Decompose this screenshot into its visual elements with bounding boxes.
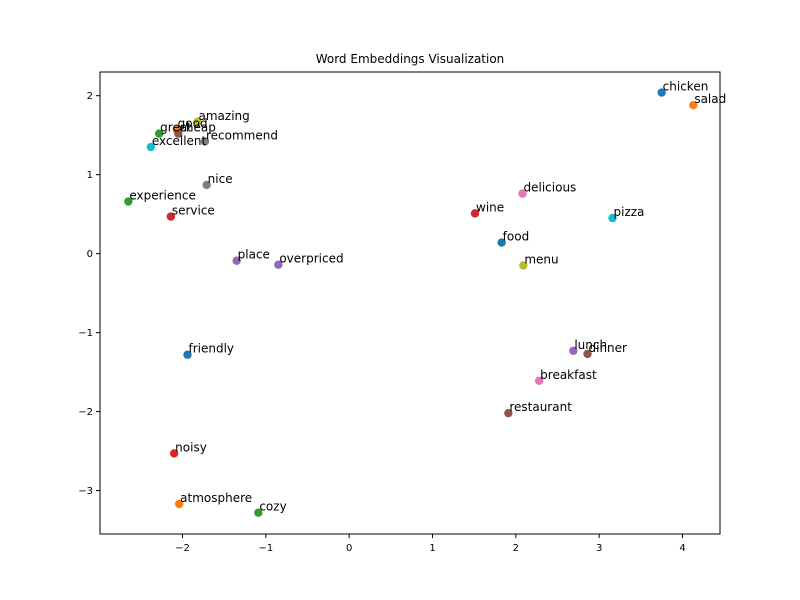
point-label: amazing [199, 109, 250, 123]
data-point [124, 197, 133, 206]
point-label: pizza [614, 205, 645, 219]
data-point [154, 129, 164, 138]
data-point [504, 408, 513, 418]
point-label: excellent [152, 134, 207, 148]
data-point [183, 350, 192, 359]
point-label: overpriced [279, 252, 343, 266]
point-label: service [172, 204, 215, 218]
data-point [497, 238, 506, 247]
y-tick-label: 0 [87, 249, 93, 260]
data-point [519, 261, 528, 270]
point-label: recommend [206, 128, 278, 142]
point-label: nice [208, 172, 233, 186]
data-point [200, 137, 210, 146]
point-label: atmosphere [180, 491, 252, 505]
data-point [166, 212, 176, 221]
x-tick-label: 3 [596, 543, 602, 554]
data-point [174, 499, 184, 509]
x-tick-label: 4 [679, 543, 685, 554]
data-point [254, 508, 263, 517]
y-tick-label: 2 [87, 91, 93, 102]
x-tick-label: 1 [429, 543, 435, 554]
x-tick-label: −1 [258, 543, 273, 554]
y-tick-label: −3 [78, 486, 93, 497]
point-label: delicious [524, 181, 577, 195]
data-point [583, 349, 592, 359]
data-point [232, 256, 241, 265]
data-point [202, 180, 211, 190]
chart-title: Word Embeddings Visualization [316, 52, 505, 66]
data-point [193, 117, 202, 126]
x-tick-label: 2 [513, 543, 519, 554]
data-point [274, 260, 283, 269]
point-label: breakfast [540, 368, 597, 382]
point-label: good [178, 117, 208, 131]
y-tick-label: −2 [78, 407, 93, 418]
point-label: great [160, 121, 192, 135]
point-label: cheap [179, 121, 216, 135]
axes-frame [99, 71, 721, 535]
point-label: friendly [189, 342, 235, 356]
y-tick-label: −1 [78, 328, 93, 339]
x-tick-label: 0 [346, 543, 352, 554]
data-point [470, 209, 480, 218]
point-label: lunch [574, 338, 607, 352]
point-label: chicken [663, 80, 709, 94]
data-point [534, 376, 544, 385]
x-tick-label: −2 [175, 543, 190, 554]
data-point [569, 346, 578, 355]
point-label: experience [129, 189, 196, 203]
data-point [608, 213, 617, 223]
data-point [169, 449, 179, 458]
point-label: cozy [259, 500, 286, 514]
point-label: menu [524, 252, 558, 266]
point-label: restaurant [509, 400, 572, 414]
data-point [518, 189, 527, 198]
point-label: food [503, 230, 530, 244]
data-point [146, 142, 156, 152]
point-label: salad [694, 92, 726, 106]
point-label: place [238, 248, 270, 262]
data-point [689, 100, 698, 110]
point-label: wine [476, 200, 504, 214]
y-tick-label: 1 [87, 170, 93, 181]
data-point [174, 129, 183, 138]
data-point [657, 88, 666, 97]
point-label: dinner [589, 341, 628, 355]
point-label: noisy [175, 440, 207, 454]
